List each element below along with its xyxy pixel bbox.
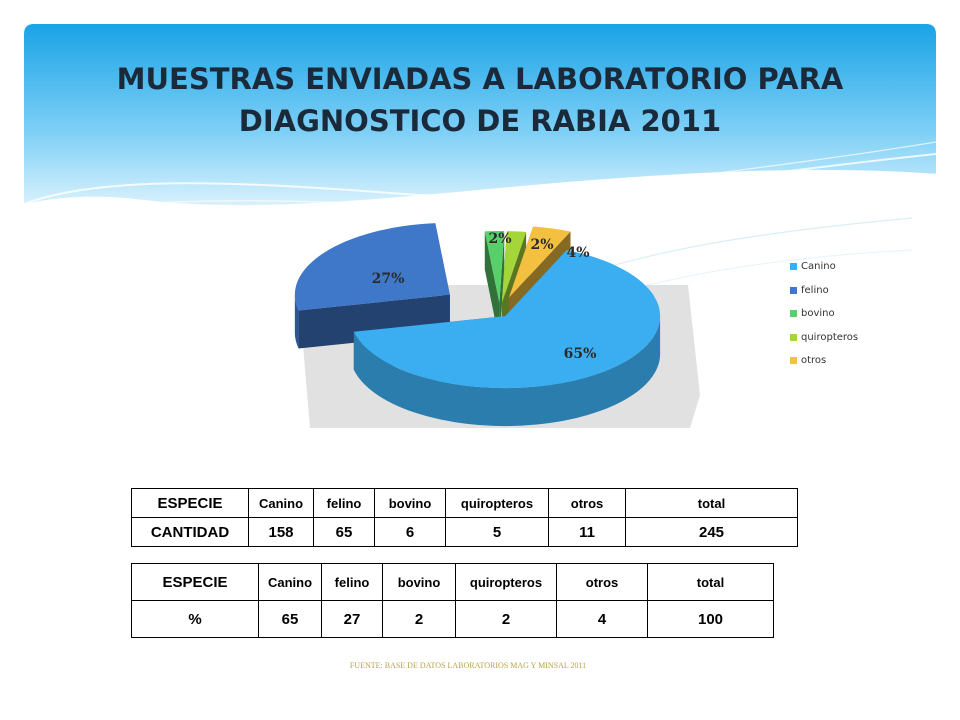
header-band [24,24,936,236]
table1-cell: 11 [548,517,626,547]
legend-item-felino: felino [790,279,910,303]
table1-header-cell: ESPECIE [131,488,249,518]
table2-header-cell: felino [321,563,383,601]
chart-legend: Canino felino bovino quiropteros otros [790,255,910,373]
pie-slice-bovino-top [484,231,505,304]
table2-cell: 4 [556,600,648,638]
pie-slice-bovino-wall [499,231,505,342]
legend-swatch-felino [790,286,797,294]
table1-header-cell: quiropteros [445,488,549,518]
slice-label-bovino: 2% [488,231,511,247]
quantity-table-header-row: ESPECIE Canino felino bovino quiropteros… [131,488,798,518]
legend-label-felino: felino [801,284,829,296]
title-line-2: DIAGNOSTICO DE RABIA 2011 [238,104,722,138]
table1-cell: 6 [374,517,446,547]
table2-cell: % [131,600,259,638]
legend-label-otros: otros [801,355,827,367]
legend-item-otros: otros [790,349,910,373]
legend-swatch-canino [790,263,797,271]
pie-slice-felino-rim [294,294,299,349]
table2-header-cell: quiropteros [455,563,557,601]
table1-cell: CANTIDAD [131,517,249,547]
table2-cell: 2 [455,600,557,638]
slice-label-felino: 27% [372,271,405,287]
slice-label-canino: 65% [564,346,597,362]
title-line-1: MUESTRAS ENVIADAS A LABORATORIO PARA [116,62,844,96]
table2-cell: 65 [258,600,322,638]
percent-table-data-row: % 65 27 2 2 4 100 [131,600,774,638]
legend-label-bovino: bovino [801,308,835,320]
table2-cell: 2 [382,600,456,638]
legend-item-canino: Canino [790,255,910,279]
pie-slice-canino [353,250,661,427]
table1-header-cell: Canino [248,488,314,518]
table1-cell: 158 [248,517,314,547]
table2-header-cell: otros [556,563,648,601]
legend-swatch-quiropteros [790,333,797,341]
slice-label-quiropteros: 2% [530,237,553,253]
pie-slice-quiropteros-top [501,231,527,304]
legend-label-quiropteros: quiropteros [801,331,859,343]
table1-cell: 245 [625,517,798,547]
table1-cell: 65 [313,517,375,547]
table2-header-cell: total [647,563,774,601]
legend-item-quiropteros: quiropteros [790,326,910,350]
table1-header-cell: bovino [374,488,446,518]
pie-slice-felino [294,223,450,349]
table1-cell: 5 [445,517,549,547]
table2-header-cell: Canino [258,563,322,601]
quantity-table: ESPECIE Canino felino bovino quiropteros… [131,488,798,547]
legend-label-canino: Canino [801,261,836,273]
table2-cell: 100 [647,600,774,638]
pie-slice-bovino [484,231,505,342]
table1-header-cell: felino [313,488,375,518]
slice-label-otros: 4% [566,245,589,261]
pie-slice-otros-top [508,226,571,298]
source-note: FUENTE: BASE DE DATOS LABORATORIOS MAG Y… [349,661,587,670]
slide-title: MUESTRAS ENVIADAS A LABORATORIO PARA DIA… [60,58,900,142]
percent-table: ESPECIE Canino felino bovino quiropteros… [131,563,774,638]
legend-item-bovino: bovino [790,302,910,326]
pie-slice-canino-top [353,250,661,389]
legend-swatch-bovino [790,310,797,318]
table2-cell: 27 [321,600,383,638]
table2-header-cell: bovino [382,563,456,601]
legend-swatch-otros [790,357,797,365]
table2-header-cell: ESPECIE [131,563,259,601]
pie-slice-bovino-wall [484,231,500,342]
quantity-table-data-row: CANTIDAD 158 65 6 5 11 245 [131,517,798,547]
percent-table-header-row: ESPECIE Canino felino bovino quiropteros… [131,563,774,601]
table1-header-cell: total [625,488,798,518]
table1-header-cell: otros [548,488,626,518]
pie-slice-felino-top [294,223,450,311]
pie-slice-canino-rim [353,316,661,427]
